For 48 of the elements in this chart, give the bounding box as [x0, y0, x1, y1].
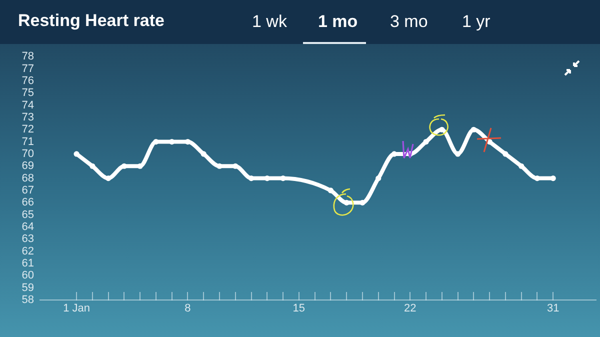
- x-tick-label: 15: [292, 302, 306, 315]
- text: 1 yr: [462, 12, 490, 32]
- y-tick-label: 71: [22, 136, 34, 148]
- point: [360, 200, 366, 206]
- y-tick-label: 77: [22, 62, 34, 75]
- y-tick-label: 72: [22, 124, 34, 136]
- point: [423, 138, 429, 145]
- y-tick-label: 60: [22, 270, 34, 282]
- point: [74, 151, 80, 157]
- y-tick-label: 62: [22, 245, 34, 258]
- x-tick-label: 8: [184, 302, 191, 315]
- text: 1 wk: [252, 12, 287, 32]
- y-tick-label: 69: [22, 160, 34, 172]
- y-tick-label: 64: [22, 221, 34, 234]
- y-tick-label: 68: [22, 172, 34, 184]
- x-tick-label: 1 Jan: [63, 302, 90, 315]
- point: [439, 126, 445, 132]
- y-tick-label: 75: [22, 87, 34, 100]
- point: [106, 176, 112, 182]
- y-tick-label: 59: [22, 282, 34, 294]
- y-tick-label: 61: [22, 258, 34, 270]
- y-tick-label: 73: [22, 111, 34, 124]
- chart-title: Resting Heart rate: [18, 11, 164, 31]
- x-tick-label: 22: [404, 302, 416, 315]
- point: [518, 163, 524, 169]
- point: [232, 163, 238, 169]
- point: [502, 151, 508, 157]
- y-tick-label: 76: [22, 74, 34, 87]
- y-tick-label: 66: [22, 196, 34, 209]
- point: [200, 151, 206, 157]
- point: [376, 176, 382, 182]
- point: [344, 200, 350, 206]
- y-tick-label: 58: [22, 294, 34, 306]
- y-tick-label: 67: [22, 184, 34, 196]
- y-tick-label: 70: [22, 148, 34, 160]
- point: [121, 163, 127, 169]
- y-tick-label: 65: [22, 208, 34, 221]
- text: 3 mo: [390, 12, 428, 32]
- point: [470, 126, 476, 132]
- y-tick-label: 63: [22, 233, 34, 246]
- point: [90, 163, 96, 169]
- x-tick-label: 31: [546, 302, 560, 315]
- point: [216, 163, 222, 169]
- y-tick-label: 74: [22, 99, 34, 112]
- y-tick-label: 78: [22, 50, 34, 63]
- point: [454, 151, 461, 157]
- point: [328, 188, 334, 194]
- text: 1 mo: [318, 12, 358, 32]
